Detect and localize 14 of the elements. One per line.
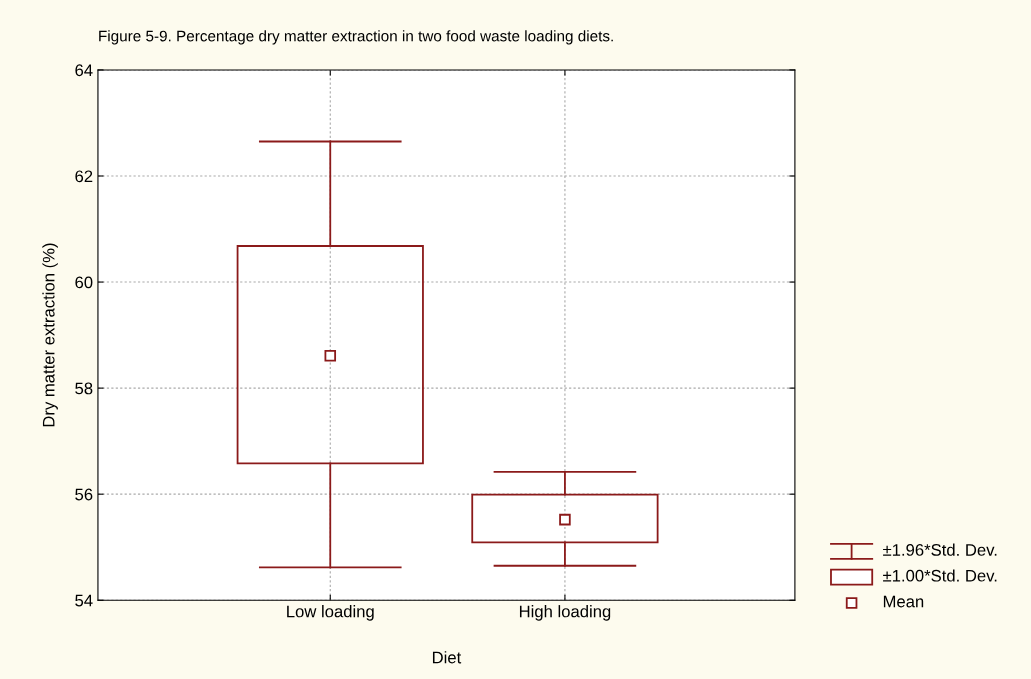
y-tick-label: 64: [75, 64, 93, 77]
x-tick-label: High loading: [519, 605, 611, 621]
text: ±1.00*Std. Dev.: [883, 569, 997, 582]
x-tick-label: Low loading: [287, 605, 374, 621]
y-tick-label: 54: [75, 594, 93, 607]
y-axis-title: Dry matter extraction (%): [42, 243, 58, 427]
text: Mean: [883, 595, 924, 608]
y-tick-label: 62: [75, 170, 93, 183]
y-tick-label: 56: [75, 488, 93, 501]
chart-title: Figure 5-9. Percentage dry matter extraction in two food waste loading diets.: [99, 30, 613, 45]
y-tick-label: 60: [75, 276, 93, 289]
y-tick-label: 58: [75, 382, 93, 395]
text: ±1.96*Std. Dev.: [883, 543, 997, 556]
x-axis-title: Diet: [432, 651, 462, 664]
